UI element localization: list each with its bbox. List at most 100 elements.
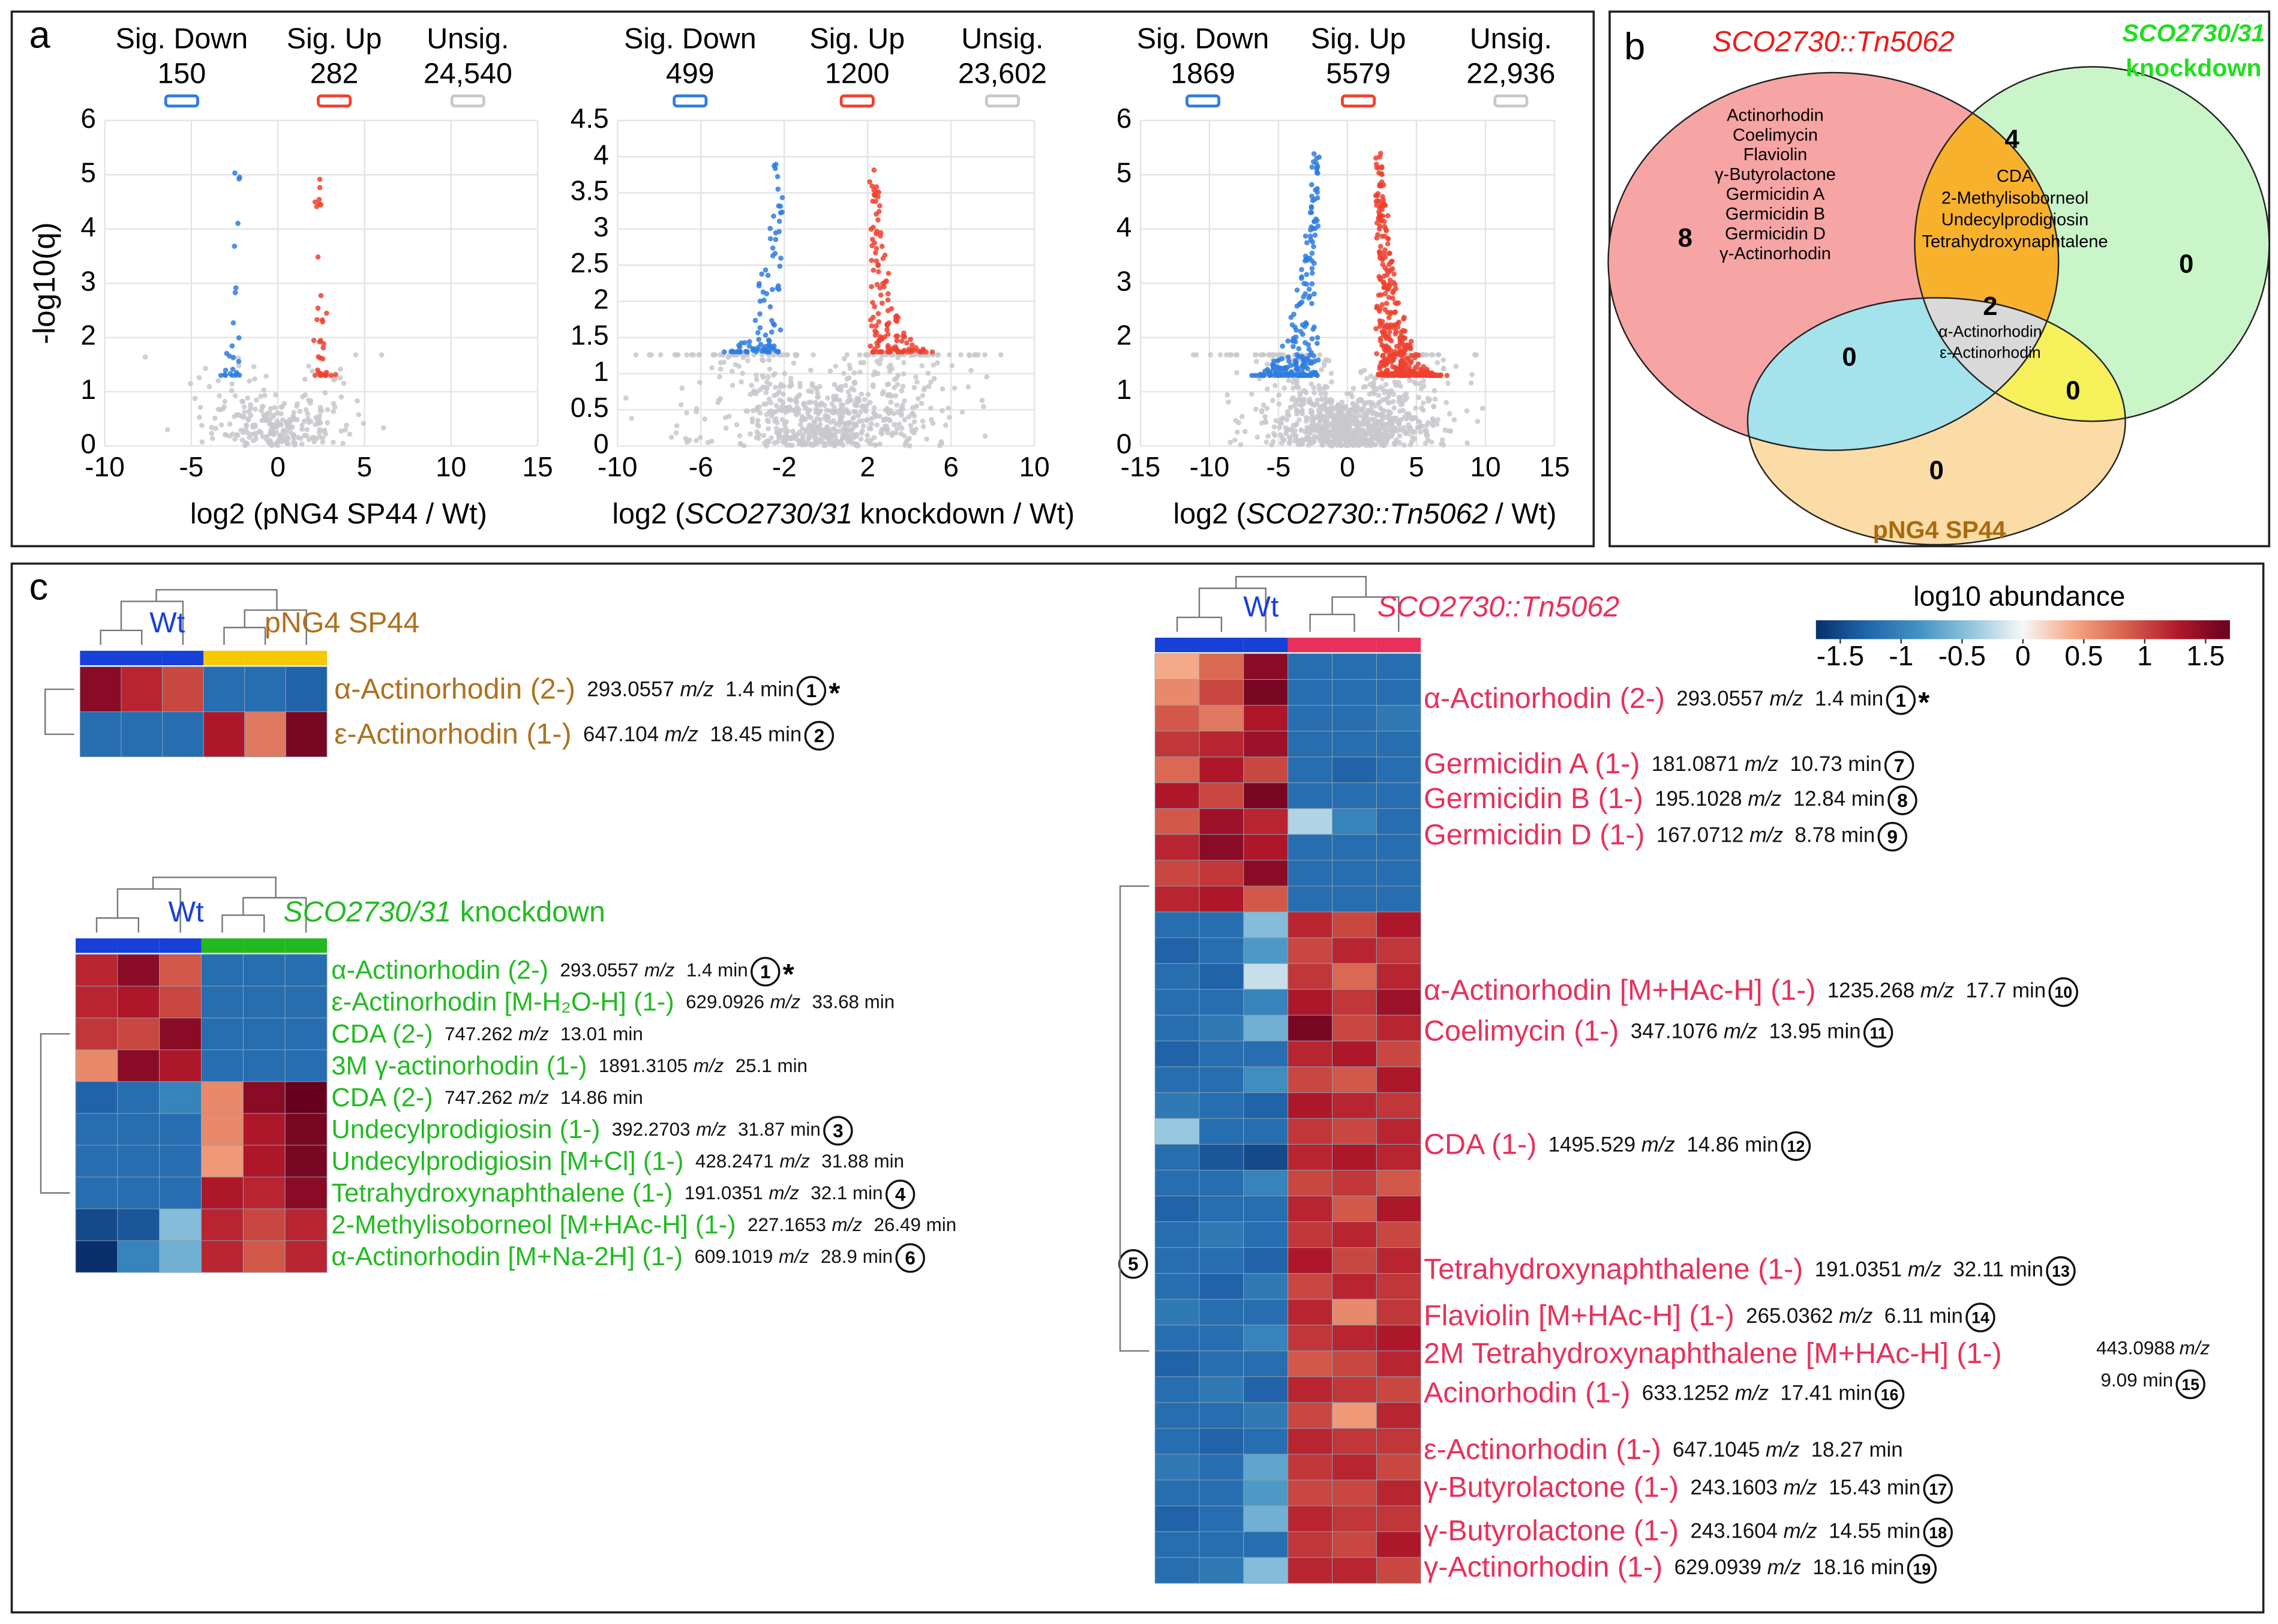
colorbar-tick-label: 0.5	[2064, 640, 2103, 671]
point	[901, 360, 907, 365]
point	[1410, 434, 1415, 440]
heatmap-cell	[1332, 731, 1377, 758]
point	[1351, 414, 1357, 420]
point	[864, 438, 870, 443]
heatmap-cell	[1243, 1014, 1289, 1041]
point	[980, 404, 986, 410]
point	[1425, 395, 1431, 401]
point	[1316, 383, 1322, 389]
heatmap-cell	[1287, 1118, 1333, 1145]
point	[901, 330, 907, 336]
point	[920, 424, 926, 430]
region-compound: Germicidin B	[1725, 205, 1825, 224]
point	[1325, 431, 1331, 437]
point	[737, 349, 743, 355]
point	[1344, 427, 1350, 433]
id-number: 1	[760, 961, 771, 982]
point	[1301, 281, 1307, 286]
heatmap-cell	[1243, 1505, 1289, 1532]
heatmap-cell	[1376, 1299, 1421, 1326]
point	[232, 290, 238, 295]
x-tick-label: -15	[1121, 451, 1160, 482]
point	[1384, 272, 1390, 278]
heatmap-cell	[117, 1176, 160, 1209]
point	[754, 377, 760, 382]
heatmap-cell	[1332, 1118, 1377, 1145]
point	[1382, 233, 1388, 239]
heatmap-cell	[1154, 1402, 1200, 1429]
point	[227, 371, 233, 377]
point	[814, 427, 820, 433]
heatmap-cell	[1199, 1169, 1244, 1197]
point	[1254, 434, 1260, 440]
heatmap-cell	[1243, 679, 1289, 706]
point	[736, 343, 742, 348]
heatmap-cell	[117, 1145, 160, 1178]
point	[787, 383, 793, 389]
point	[1379, 179, 1385, 185]
point	[895, 382, 901, 388]
mz-value: 243.1603	[1690, 1476, 1777, 1499]
point	[1382, 284, 1388, 290]
point	[744, 349, 750, 355]
heatmap-cell	[1332, 885, 1377, 912]
point	[1304, 272, 1310, 277]
id-badge	[2046, 1256, 2076, 1286]
point	[979, 398, 985, 403]
point	[1386, 400, 1392, 406]
compound-name: CDA (2-)	[331, 1019, 433, 1048]
heatmap-cell	[201, 1208, 244, 1241]
point	[1322, 391, 1328, 397]
heatmap-cell	[1376, 1531, 1421, 1558]
point	[340, 440, 346, 446]
point	[1360, 415, 1366, 421]
point	[926, 383, 932, 389]
text-part: SCO2730/31	[685, 497, 853, 530]
point	[914, 403, 919, 409]
id-badge	[1884, 751, 1914, 781]
point	[1296, 346, 1302, 352]
point	[1317, 418, 1323, 423]
point	[790, 443, 795, 448]
retention-time: 17.41 min	[1780, 1382, 1872, 1405]
compound-name: α-Actinorhodin [M+HAc-H] (1-)	[1424, 974, 1815, 1007]
point	[315, 305, 321, 311]
heatmap-cell	[1154, 1273, 1200, 1300]
point	[1383, 301, 1389, 306]
heatmap-cell	[1376, 1402, 1421, 1429]
heatmap-cell	[1376, 989, 1421, 1016]
region-compound: Germicidin A	[1726, 185, 1825, 204]
point	[803, 427, 809, 433]
heatmap-cell	[1199, 1479, 1244, 1506]
y-tick-label: 0.5	[571, 392, 609, 423]
point	[1286, 358, 1292, 364]
point	[1416, 381, 1422, 386]
mz-unit: m/z	[779, 1246, 809, 1267]
point	[869, 243, 875, 248]
point	[678, 402, 684, 408]
mz-value: 195.1028	[1655, 787, 1742, 811]
mz-value: 647.104	[583, 723, 659, 746]
point	[853, 421, 859, 427]
legend-swatch	[1185, 94, 1221, 108]
point	[261, 417, 267, 423]
heatmap-cell	[1154, 963, 1200, 990]
point	[1232, 437, 1238, 443]
point	[886, 410, 892, 416]
heatmap-cell	[1243, 1040, 1289, 1067]
point	[879, 431, 885, 437]
point	[788, 379, 794, 385]
heatmap-cell	[1332, 1531, 1377, 1558]
point	[240, 398, 246, 404]
id-badge	[895, 1243, 925, 1273]
heatmap-cell	[1199, 937, 1244, 964]
point	[314, 204, 320, 209]
point	[1331, 405, 1337, 411]
heatmap-cell	[1376, 731, 1421, 758]
point	[235, 371, 240, 377]
point	[1379, 421, 1385, 427]
point	[1451, 417, 1457, 423]
point	[1356, 407, 1362, 413]
row-label: γ-Actinorhodin (1-) 629.0939 m/z 18.16 min	[1424, 1551, 1904, 1583]
